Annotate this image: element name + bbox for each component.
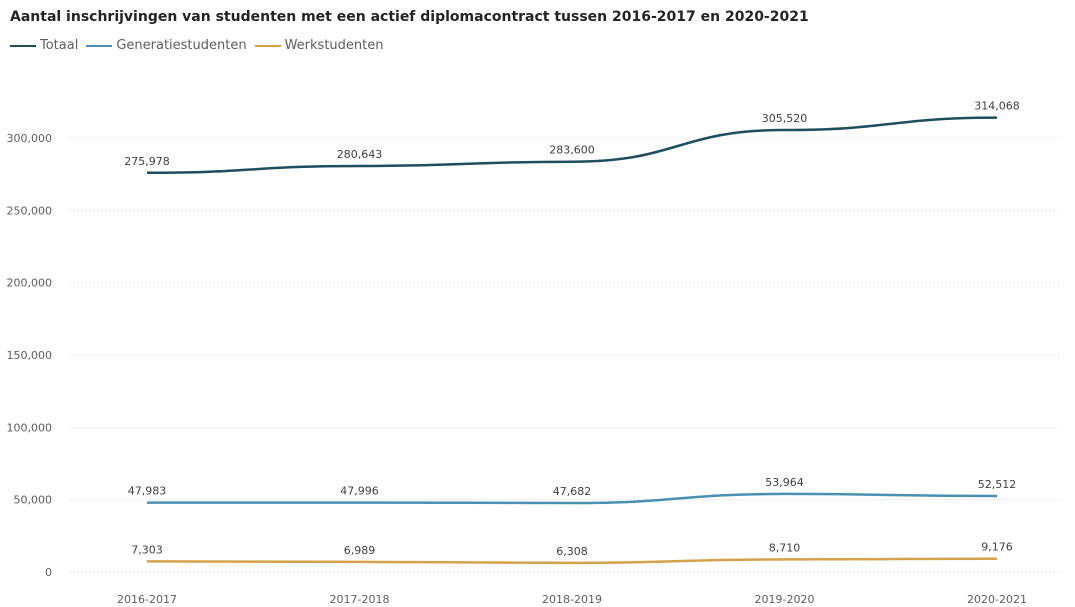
- data-label: 7,303: [131, 543, 163, 556]
- legend-swatch-werkstudenten: [254, 44, 281, 47]
- legend-swatch-totaal: [10, 44, 36, 47]
- legend-label-totaal: Totaal: [40, 38, 79, 53]
- data-label: 305,520: [762, 112, 808, 125]
- y-tick-label: 50,000: [14, 494, 53, 507]
- y-tick-label: 100,000: [7, 421, 53, 434]
- data-label: 6,308: [556, 545, 588, 558]
- data-label: 47,682: [553, 485, 592, 498]
- legend-item-werkstudenten[interactable]: Werkstudenten: [254, 38, 384, 53]
- legend-item-totaal[interactable]: Totaal: [10, 38, 78, 53]
- chart-title: Aantal inschrijvingen van studenten met …: [10, 9, 809, 25]
- data-label: 314,068: [974, 100, 1020, 113]
- x-tick-label: 2018-2019: [542, 593, 602, 606]
- chart-legend: Totaal Generatiestudenten Werkstudenten: [10, 38, 392, 53]
- y-tick-label: 300,000: [7, 132, 53, 145]
- legend-label-werkstudenten: Werkstudenten: [284, 38, 384, 53]
- series-lines: [146, 116, 998, 565]
- data-label: 6,989: [344, 544, 376, 557]
- data-label: 9,176: [981, 541, 1013, 554]
- y-tick-label: 0: [45, 566, 52, 579]
- y-tick-label: 200,000: [7, 277, 53, 290]
- y-tick-label: 150,000: [7, 349, 53, 362]
- series-line-totaal[interactable]: [146, 116, 998, 175]
- data-label: 53,964: [765, 476, 804, 489]
- x-tick-label: 2017-2018: [330, 593, 390, 606]
- x-tick-label: 2020-2021: [967, 593, 1027, 606]
- data-label: 47,996: [340, 485, 379, 498]
- data-label: 52,512: [978, 478, 1017, 491]
- series-line-werkstudenten[interactable]: [146, 557, 998, 565]
- x-axis: 2016-2017 2017-2018 2018-2019 2019-2020 2020…: [117, 593, 1027, 606]
- legend-label-generatiestudenten: Generatiestudenten: [116, 38, 247, 53]
- data-label: 47,983: [128, 485, 167, 498]
- data-label: 275,978: [124, 155, 170, 168]
- data-label: 280,643: [337, 148, 383, 161]
- x-tick-label: 2019-2020: [755, 593, 815, 606]
- y-tick-label: 250,000: [7, 204, 53, 217]
- legend-item-generatiestudenten[interactable]: Generatiestudenten: [86, 38, 247, 53]
- data-label: 8,710: [769, 541, 801, 554]
- series-line-generatiestudenten[interactable]: [146, 492, 998, 505]
- x-tick-label: 2016-2017: [117, 593, 177, 606]
- legend-swatch-generatiestudenten: [86, 44, 113, 47]
- y-axis: 0 50,000 100,000 150,000 200,000 250,000 300,0…: [7, 132, 53, 579]
- data-labels: 275,978 280,643 283,600 305,520 314,068 47,98…: [124, 100, 1020, 558]
- data-label: 283,600: [549, 144, 595, 157]
- gridlines: [70, 137, 1062, 573]
